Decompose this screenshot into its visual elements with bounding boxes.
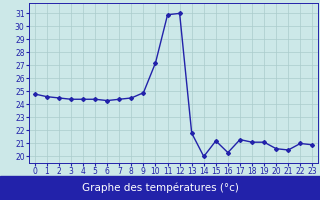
Text: Graphe des températures (°c): Graphe des températures (°c) (82, 183, 238, 193)
